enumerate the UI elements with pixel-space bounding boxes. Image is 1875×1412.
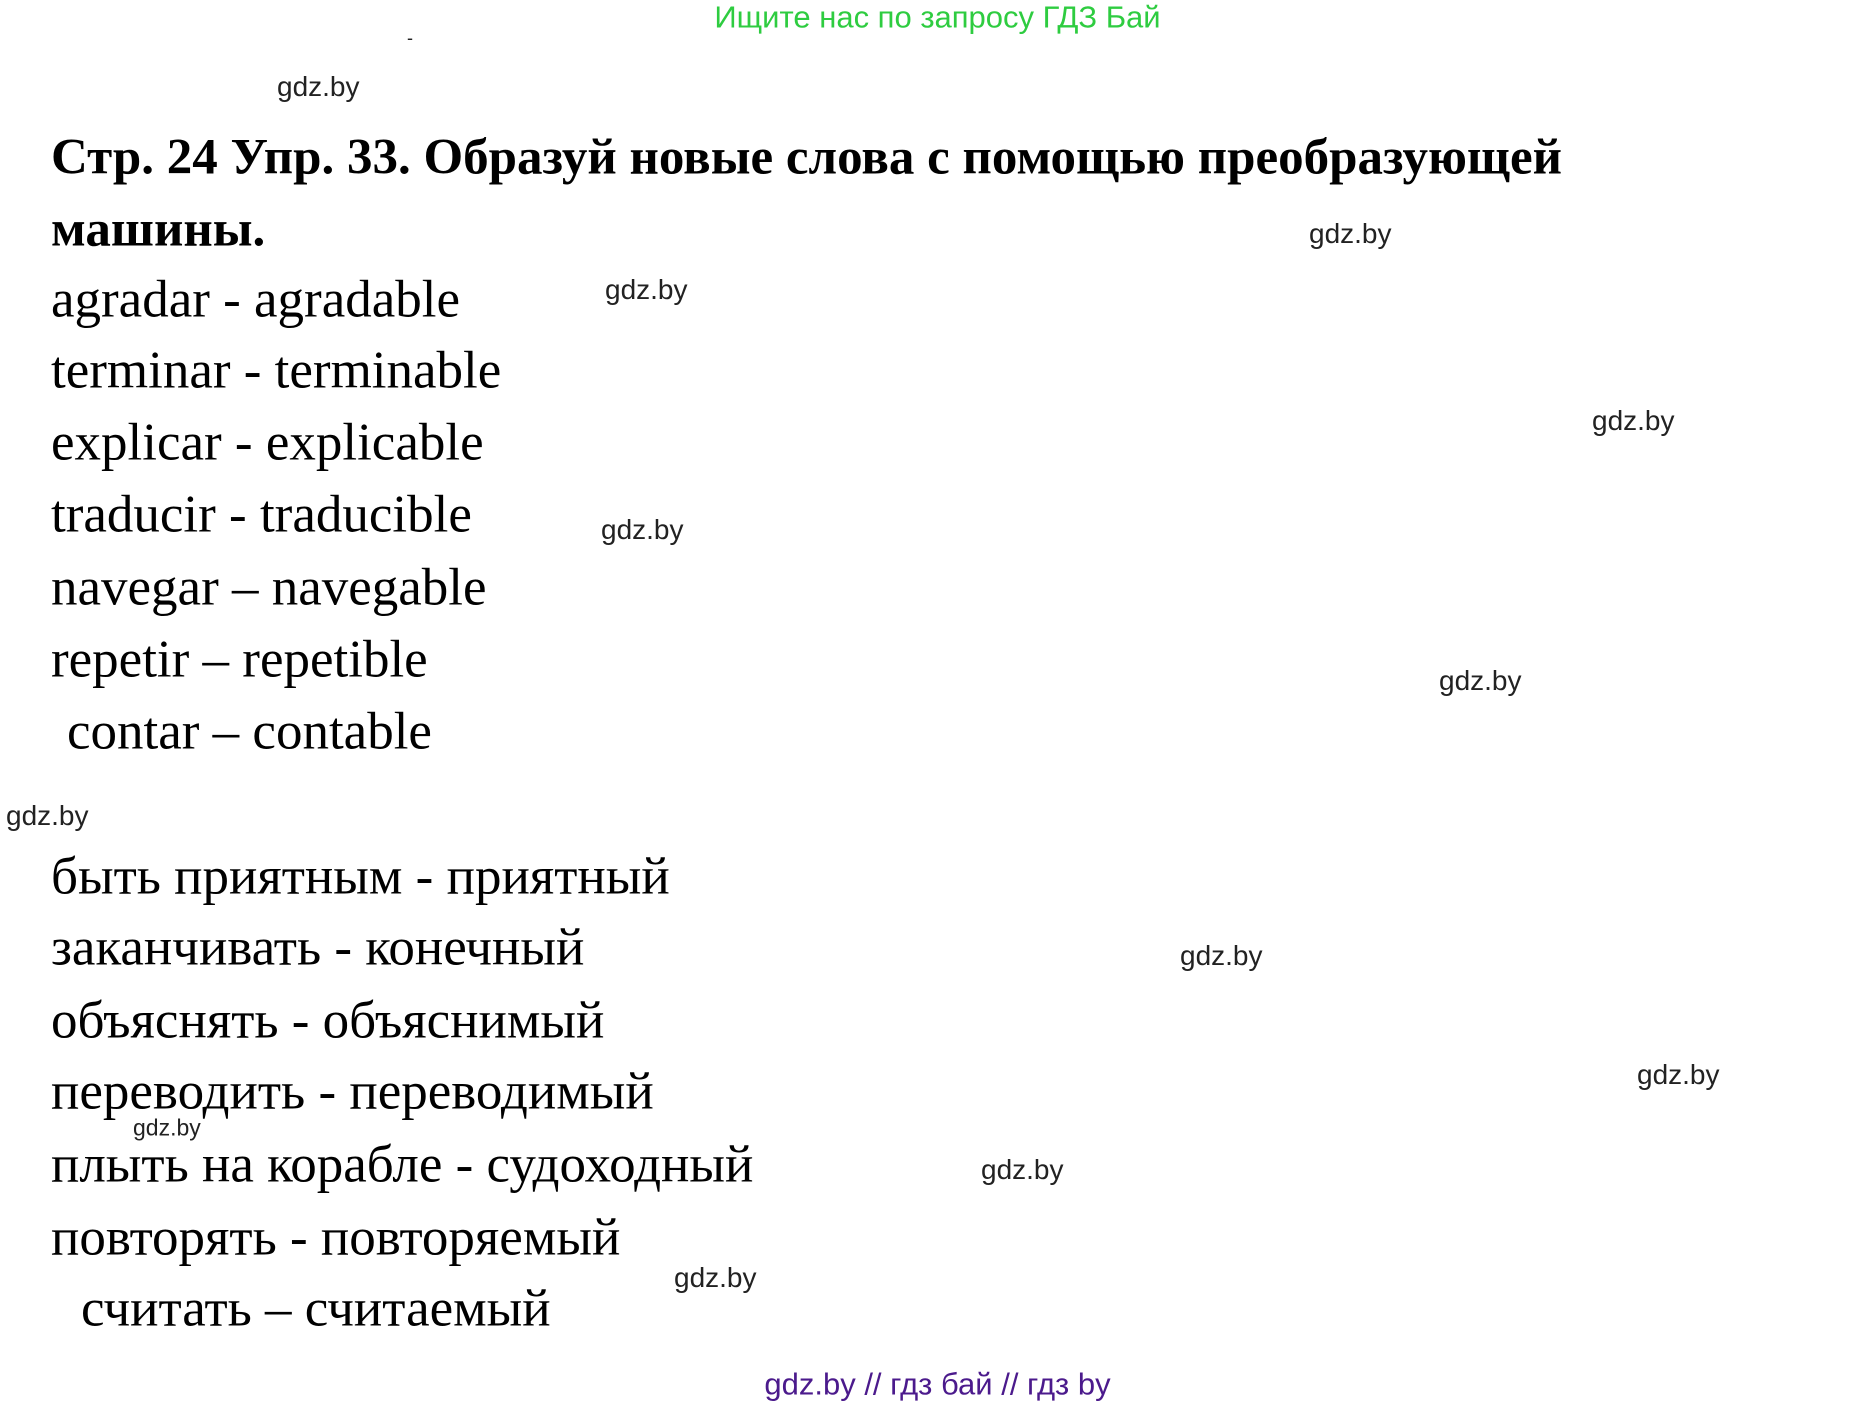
watermark: gdz.by	[601, 514, 684, 545]
spanish-pair: repetir – repetible	[51, 630, 428, 689]
russian-pair: объяснять - объяснимый	[51, 991, 605, 1050]
stray-mark: -	[407, 28, 413, 48]
watermark: gdz.by	[981, 1154, 1064, 1185]
spanish-pair: contar – contable	[67, 702, 432, 761]
watermark: gdz.by	[6, 800, 89, 831]
search-banner: Ищите нас по запросу ГДЗ Бай	[714, 0, 1161, 35]
russian-pair: быть приятным - приятный	[51, 847, 670, 906]
footer-links: gdz.by // гдз бай // гдз by	[764, 1366, 1111, 1402]
exercise-title-cont: машины.	[51, 201, 266, 258]
watermark: gdz.by	[133, 1114, 201, 1141]
spanish-pair: traducir - traducible	[51, 485, 472, 544]
russian-pair: считать – считаемый	[81, 1279, 551, 1338]
watermark: gdz.by	[674, 1262, 757, 1293]
watermark: gdz.by	[1180, 940, 1263, 971]
exercise-title: Стр. 24 Упр. 33. Образуй новые слова с п…	[51, 129, 1562, 186]
russian-pair: переводить - переводимый	[51, 1062, 654, 1121]
watermark: gdz.by	[1309, 218, 1392, 249]
watermark: gdz.by	[277, 71, 360, 102]
russian-pair: повторять - повторяемый	[51, 1208, 621, 1267]
spanish-pair: navegar – navegable	[51, 558, 487, 617]
spanish-pair: explicar - explicable	[51, 413, 484, 472]
spanish-pair: agradar - agradable	[51, 270, 460, 329]
watermark: gdz.by	[605, 274, 688, 305]
russian-pair: заканчивать - конечный	[51, 918, 585, 977]
watermark: gdz.by	[1592, 405, 1675, 436]
watermark: gdz.by	[1439, 665, 1522, 696]
russian-pair: плыть на корабле - судоходный	[51, 1135, 754, 1194]
spanish-pair: terminar - terminable	[51, 341, 502, 400]
watermark: gdz.by	[1637, 1059, 1720, 1090]
